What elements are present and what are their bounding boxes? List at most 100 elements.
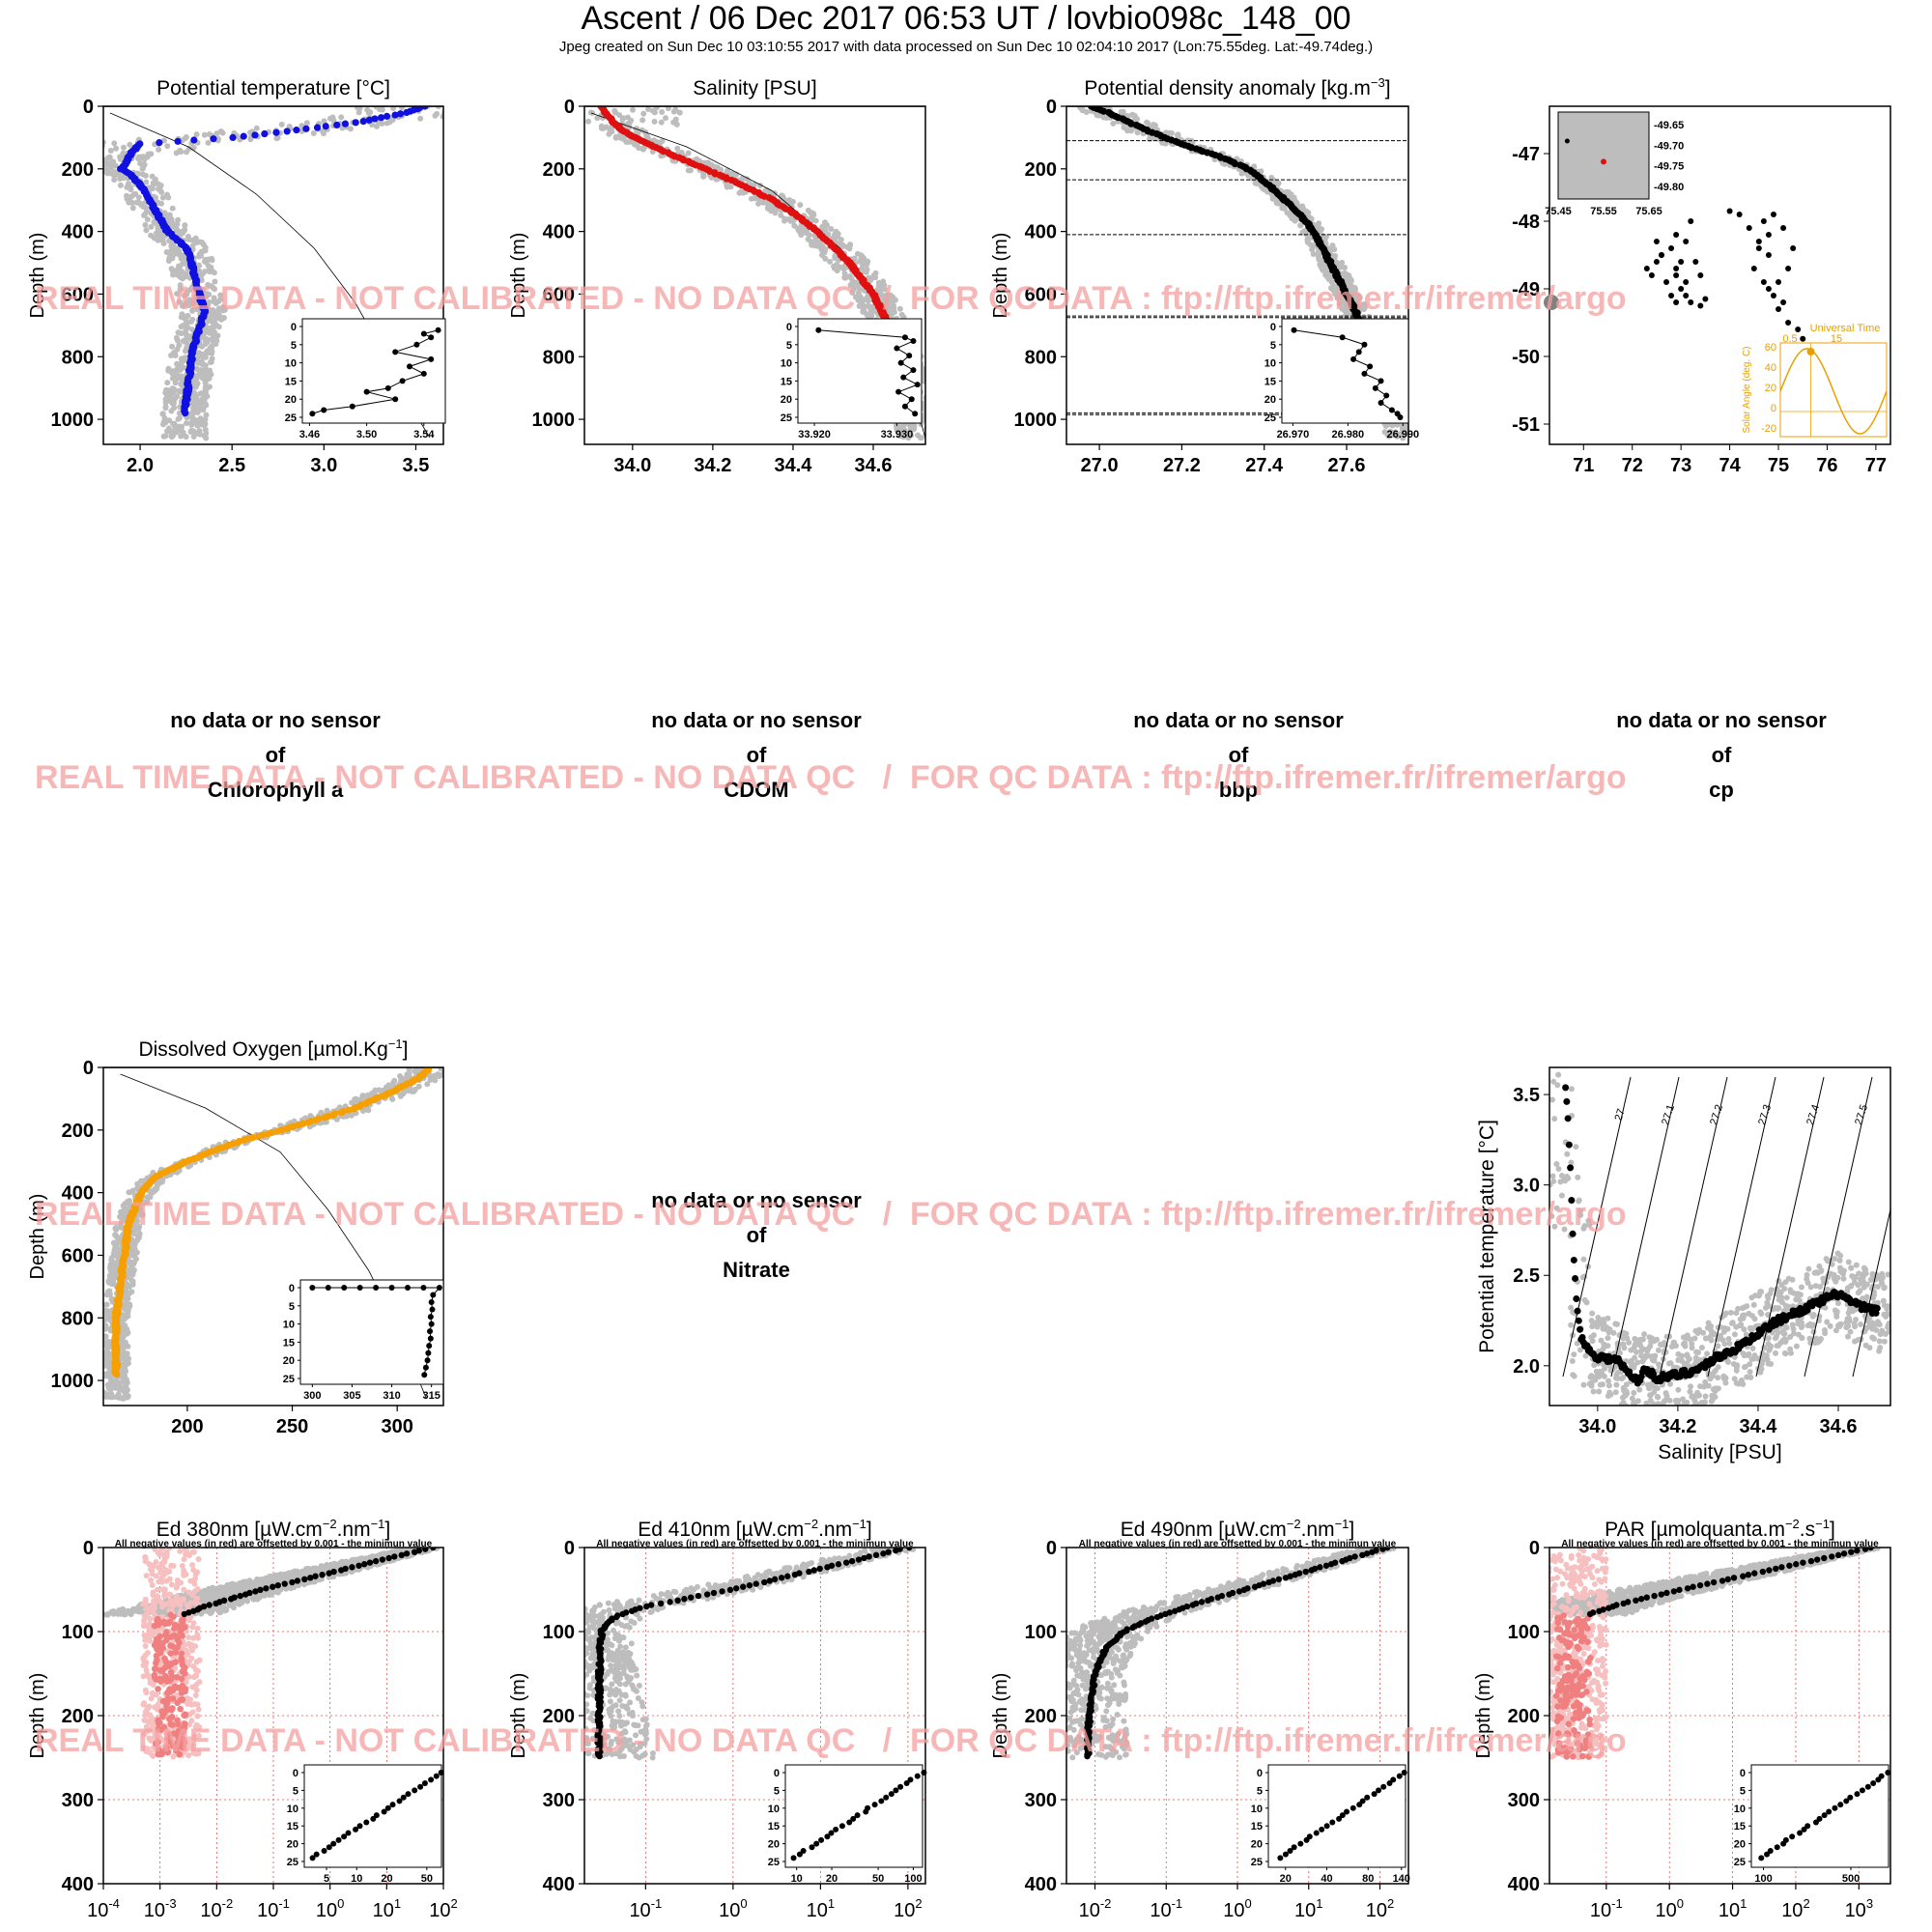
oxy-history-point — [135, 1235, 142, 1241]
sal-xtick-label: 34.6 — [855, 455, 893, 476]
oxy-history-point — [136, 1224, 143, 1231]
sal-history-point — [810, 210, 816, 216]
solar-marker — [1806, 348, 1815, 355]
sal-history-point — [665, 106, 671, 112]
temp-history-point — [320, 130, 327, 137]
temp-profile-point — [261, 129, 269, 138]
oxy-inset-point — [424, 1357, 431, 1364]
temp-history-point — [186, 286, 193, 293]
sal-history-point — [841, 270, 848, 277]
oxy-history-point — [105, 1383, 112, 1390]
temp-history-point — [97, 150, 102, 156]
sal-history-point — [584, 118, 591, 125]
map-track-point — [1736, 212, 1743, 217]
temp-history-point — [188, 327, 195, 333]
temp-history-point — [162, 396, 169, 403]
sal-inset-point — [901, 403, 908, 410]
sal-history-point — [797, 202, 804, 209]
sal-ytick-label: 400 — [543, 222, 575, 243]
temp-inset-frame — [301, 318, 446, 424]
temp-profile-point — [251, 131, 259, 139]
temp-profile-point — [313, 124, 322, 131]
oxy-inset-point — [436, 1285, 442, 1291]
oxy-history-point — [440, 1067, 443, 1071]
oxy-inset-ytick-label: 15 — [283, 1337, 295, 1349]
temp-history-point — [177, 298, 184, 305]
dens-history-point — [1284, 188, 1291, 195]
temp-history-point — [121, 144, 128, 151]
temp-history-point — [175, 375, 182, 382]
dens-inset-points — [1291, 327, 1404, 420]
oxy-history-point — [105, 1341, 112, 1348]
temp-history-point — [176, 423, 183, 430]
oxy-history-point — [398, 1074, 405, 1081]
temp-history-point — [171, 400, 178, 407]
temp-history-point — [160, 433, 167, 440]
map-track-point — [1755, 245, 1762, 251]
temp-history-point — [178, 268, 185, 274]
oxy-history-point — [104, 1391, 111, 1398]
sal-history-point — [846, 245, 853, 252]
temp-xtick-label: 2.5 — [218, 455, 245, 476]
oxy-ytick-label: 600 — [62, 1245, 94, 1266]
sal-ytick-label: 0 — [564, 97, 575, 118]
oxy-inset-point — [421, 1372, 428, 1378]
oxy-history-point — [105, 1279, 112, 1286]
sal-history-point — [872, 270, 879, 276]
oxy-history-point — [139, 1211, 146, 1218]
temp-history-point — [137, 160, 144, 167]
temp-profile-point — [240, 132, 247, 140]
sal-history-point — [762, 187, 769, 194]
map-track-point — [1683, 239, 1690, 244]
sal-history-point — [651, 118, 658, 125]
oxy-history-point — [113, 1244, 120, 1251]
oxy-history-point — [112, 1239, 119, 1246]
sal-history-point — [868, 312, 875, 319]
temp-profile-point — [333, 121, 341, 129]
map-track-point — [1776, 279, 1782, 285]
temp-history-point — [152, 176, 158, 183]
temp-inset-point — [420, 370, 427, 377]
temp-history-point — [178, 324, 185, 330]
temp-history-point — [159, 411, 166, 417]
sal-history-point — [880, 278, 887, 285]
dens-history-point — [1118, 108, 1124, 115]
ts-history-point — [1691, 1335, 1698, 1342]
temp-history-point — [179, 275, 185, 282]
sal-history-point — [892, 297, 898, 303]
temp-history-point — [111, 177, 118, 184]
temp-history-point — [160, 137, 167, 144]
temp-history-point — [463, 106, 469, 112]
sal-history-point — [812, 217, 819, 224]
sal-history-point — [930, 431, 936, 437]
temp-history-point — [111, 140, 118, 147]
dens-history-point — [1134, 129, 1141, 136]
temp-inset-point — [413, 341, 420, 348]
dens-history-point — [1392, 429, 1399, 436]
map-track-point — [1673, 272, 1680, 278]
map-track-point — [1673, 232, 1680, 238]
temp-history-point — [95, 141, 100, 147]
sal-inset-frame — [797, 318, 923, 424]
oxy-inset-point — [428, 1321, 435, 1327]
temp-history-point — [329, 114, 336, 121]
temp-xtick-label: 3.5 — [403, 455, 430, 476]
temp-profile-point — [210, 135, 217, 143]
solar-xtick-label: 0.5 — [1782, 333, 1797, 345]
temp-inset-xtick-label: 3.50 — [356, 429, 377, 440]
oxy-history-point — [126, 1198, 132, 1205]
temp-history-point — [440, 111, 443, 118]
solar-title: Universal Time — [1810, 323, 1881, 334]
map-inset-ytick-label: -49.80 — [1654, 182, 1684, 193]
dens-history-point — [1399, 426, 1406, 433]
oxy-history-point — [106, 1355, 113, 1362]
dens-history-point — [1163, 129, 1170, 136]
temp-history-point — [194, 430, 201, 437]
temp-history-point — [153, 230, 159, 237]
temp-history-point — [141, 161, 148, 168]
oxy-inset-point — [341, 1285, 348, 1291]
temp-history-point — [212, 278, 218, 285]
dens-inset-point — [1383, 392, 1390, 399]
oxy-history-point — [397, 1093, 404, 1099]
